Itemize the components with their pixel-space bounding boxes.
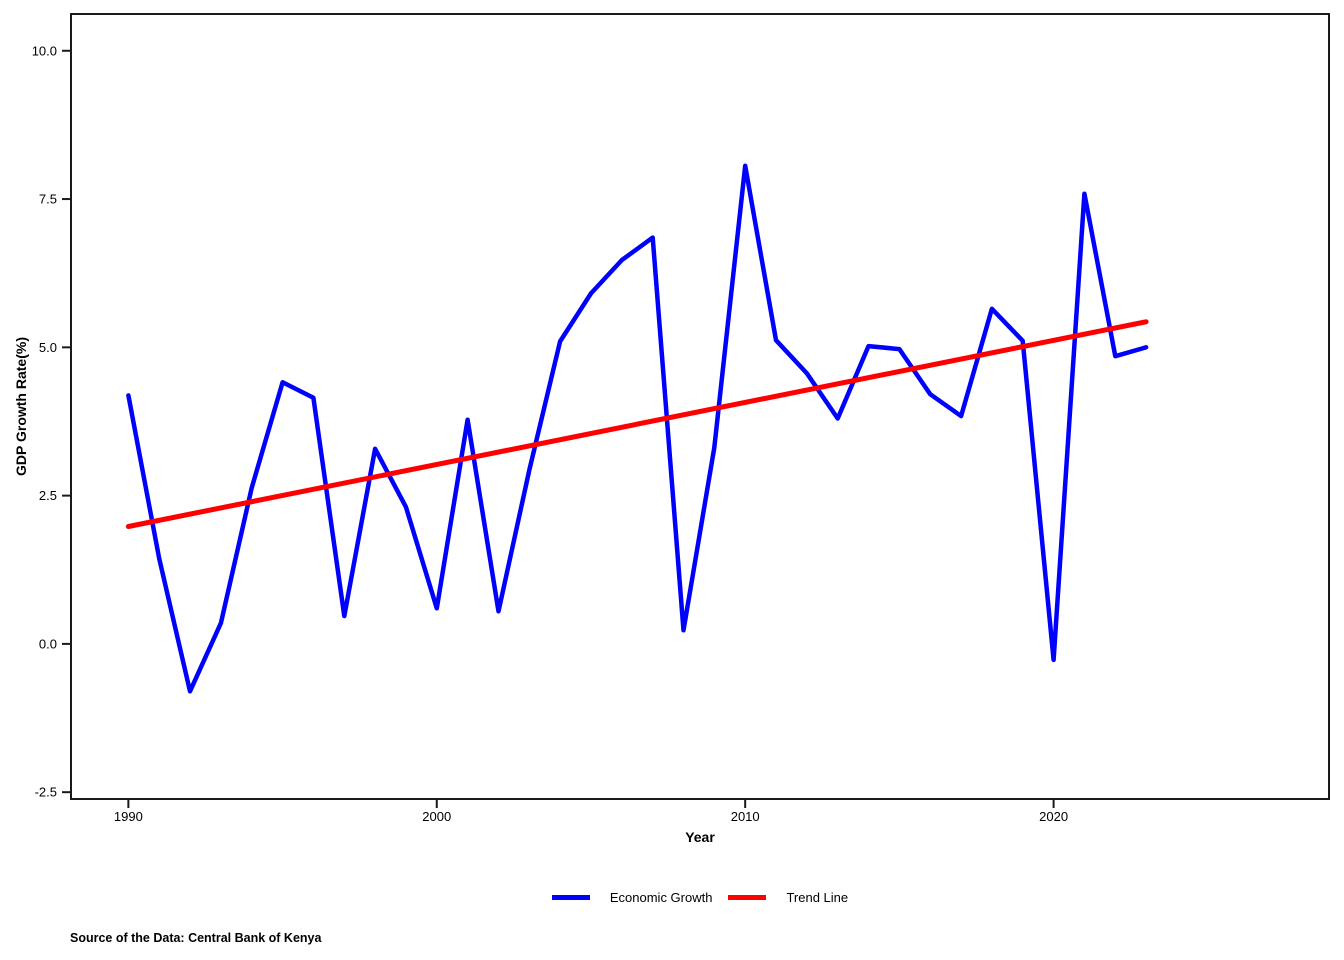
chart-legend: Economic Growth Trend Line xyxy=(71,889,1329,906)
x-tick-label: 1990 xyxy=(114,809,143,824)
series-line-trend-line xyxy=(125,319,1149,529)
y-tick-label: 2.5 xyxy=(39,488,57,503)
series-lines xyxy=(125,163,1149,694)
economic-growth-line-swatch xyxy=(551,895,590,900)
x-axis-title: Year xyxy=(685,829,715,845)
x-axis-ticks: 1990 2000 2010 2020 xyxy=(114,800,1068,824)
legend-item-trend-line: Trend Line xyxy=(728,890,848,905)
y-tick-label: -2.5 xyxy=(35,785,57,800)
source-note: Source of the Data: Central Bank of Keny… xyxy=(70,931,322,945)
legend-label-trend-line: Trend Line xyxy=(786,890,849,905)
y-tick-label: 10.0 xyxy=(32,43,57,58)
y-tick-label: 7.5 xyxy=(39,192,57,207)
legend-label-economic-growth: Economic Growth xyxy=(609,890,713,905)
series-line-economic-growth xyxy=(126,163,1149,694)
x-tick-label: 2010 xyxy=(731,809,760,824)
y-tick-label: 5.0 xyxy=(39,340,57,355)
legend-item-economic-growth: Economic Growth xyxy=(551,890,713,905)
y-tick-label: 0.0 xyxy=(39,636,57,651)
y-axis-ticks: 10.0 7.5 5.0 2.5 0.0 -2.5 xyxy=(32,43,70,800)
y-axis-title: GDP Growth Rate(%) xyxy=(13,337,29,476)
plot-border xyxy=(70,13,1330,800)
x-tick-label: 2020 xyxy=(1039,809,1068,824)
x-tick-label: 2000 xyxy=(422,809,451,824)
trend-line-swatch xyxy=(728,895,767,900)
